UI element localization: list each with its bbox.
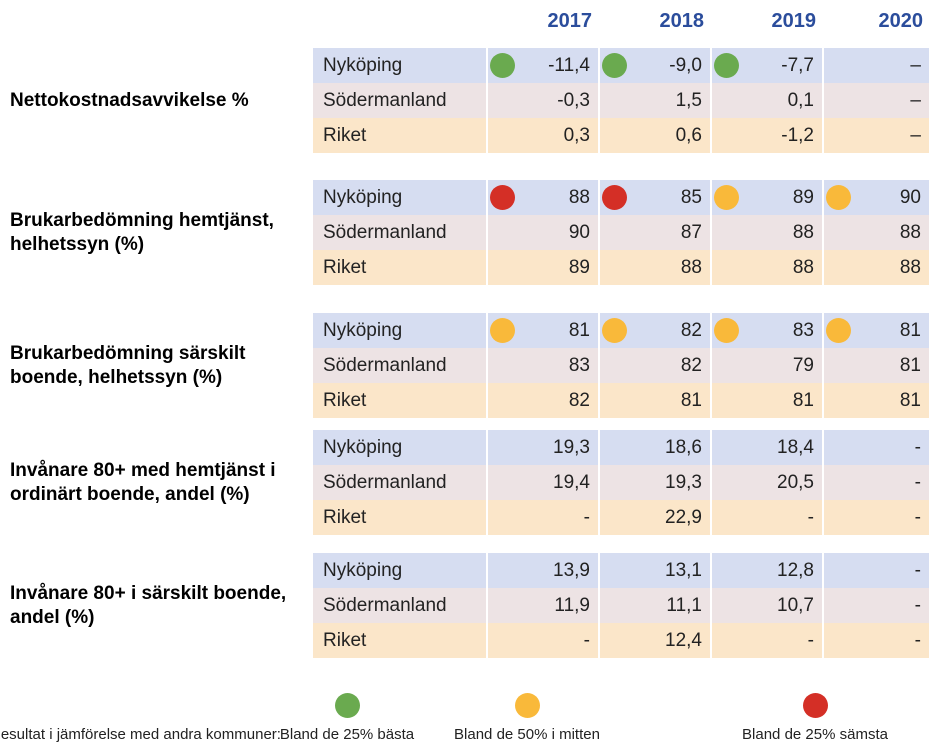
value-cell: 11,1 [600, 588, 710, 623]
value-cell: - [824, 553, 929, 588]
value-cell: 13,9 [488, 553, 598, 588]
rating-dot [826, 318, 851, 343]
legend-dot [803, 693, 828, 718]
value-cell: - [824, 588, 929, 623]
year-header: 2020 [878, 10, 924, 32]
group-label: Nettokostnadsavvikelse % [10, 89, 249, 111]
row-name: Södermanland [313, 588, 486, 623]
value-cell: 19,3 [488, 430, 598, 465]
rating-dot [490, 53, 515, 78]
value-cell: 82 [600, 348, 710, 383]
rating-dot [714, 318, 739, 343]
value-cell: 0,1 [712, 83, 822, 118]
value-cell: -0,3 [488, 83, 598, 118]
value-cell: 88 [824, 215, 929, 250]
row-name: Nyköping [313, 180, 486, 215]
value-cell: 18,4 [712, 430, 822, 465]
legend-dot [335, 693, 360, 718]
row-name: Nyköping [313, 553, 486, 588]
group-label: Invånare 80+ med hemtjänst i ordinärt bo… [10, 459, 276, 505]
row-name: Nyköping [313, 48, 486, 83]
value-cell: 88 [712, 250, 822, 285]
value-cell: 12,8 [712, 553, 822, 588]
value-cell: 19,4 [488, 465, 598, 500]
value-cell: 82 [488, 383, 598, 418]
value-cell: 81 [712, 383, 822, 418]
value-cell: 20,5 [712, 465, 822, 500]
row-name: Södermanland [313, 348, 486, 383]
value-cell: 13,1 [600, 553, 710, 588]
value-cell: - [712, 623, 822, 658]
legend-label: Bland de 25% sämsta [742, 726, 888, 743]
value-cell: 10,7 [712, 588, 822, 623]
rating-dot [490, 185, 515, 210]
value-cell: - [824, 623, 929, 658]
value-cell: 87 [600, 215, 710, 250]
group-label: Brukarbedömning särskilt boende, helhets… [10, 342, 246, 388]
row-name: Södermanland [313, 83, 486, 118]
rating-dot [714, 185, 739, 210]
value-cell: 11,9 [488, 588, 598, 623]
year-header: 2017 [547, 10, 593, 32]
group-label: Invånare 80+ i särskilt boende, andel (%… [10, 582, 287, 628]
row-name: Riket [313, 623, 486, 658]
value-cell: 88 [600, 250, 710, 285]
value-cell: 81 [824, 348, 929, 383]
legend-label: Bland de 50% i mitten [454, 726, 600, 743]
row-name: Riket [313, 118, 486, 153]
row-name: Nyköping [313, 313, 486, 348]
value-cell: 81 [824, 383, 929, 418]
value-cell: - [824, 500, 929, 535]
value-cell: - [824, 430, 929, 465]
value-cell: 89 [488, 250, 598, 285]
group-label: Brukarbedömning hemtjänst, helhetssyn (%… [10, 209, 274, 255]
value-cell: 12,4 [600, 623, 710, 658]
row-name: Riket [313, 500, 486, 535]
value-cell: 22,9 [600, 500, 710, 535]
rating-dot [602, 318, 627, 343]
rating-dot [826, 185, 851, 210]
value-cell: – [824, 48, 929, 83]
value-cell: - [488, 623, 598, 658]
value-cell: 19,3 [600, 465, 710, 500]
value-cell: 88 [824, 250, 929, 285]
value-cell: -1,2 [712, 118, 822, 153]
row-name: Södermanland [313, 465, 486, 500]
value-cell: 88 [712, 215, 822, 250]
value-cell: 79 [712, 348, 822, 383]
value-cell: 0,6 [600, 118, 710, 153]
legend-label: Bland de 25% bästa [279, 726, 415, 743]
row-name: Riket [313, 250, 486, 285]
value-cell: 81 [600, 383, 710, 418]
value-cell: 0,3 [488, 118, 598, 153]
row-name: Riket [313, 383, 486, 418]
rating-dot [602, 53, 627, 78]
legend-title: Resultat i jämförelse med andra kommuner… [0, 726, 281, 743]
value-cell: - [712, 500, 822, 535]
value-cell: 1,5 [600, 83, 710, 118]
rating-dot [714, 53, 739, 78]
rating-dot [490, 318, 515, 343]
legend-dot [515, 693, 540, 718]
value-cell: - [488, 500, 598, 535]
value-cell: 90 [488, 215, 598, 250]
value-cell: – [824, 83, 929, 118]
value-cell: 83 [488, 348, 598, 383]
value-cell: 18,6 [600, 430, 710, 465]
year-header: 2019 [771, 10, 817, 32]
rating-dot [602, 185, 627, 210]
row-name: Södermanland [313, 215, 486, 250]
value-cell: - [824, 465, 929, 500]
year-header: 2018 [659, 10, 705, 32]
row-name: Nyköping [313, 430, 486, 465]
value-cell: – [824, 118, 929, 153]
